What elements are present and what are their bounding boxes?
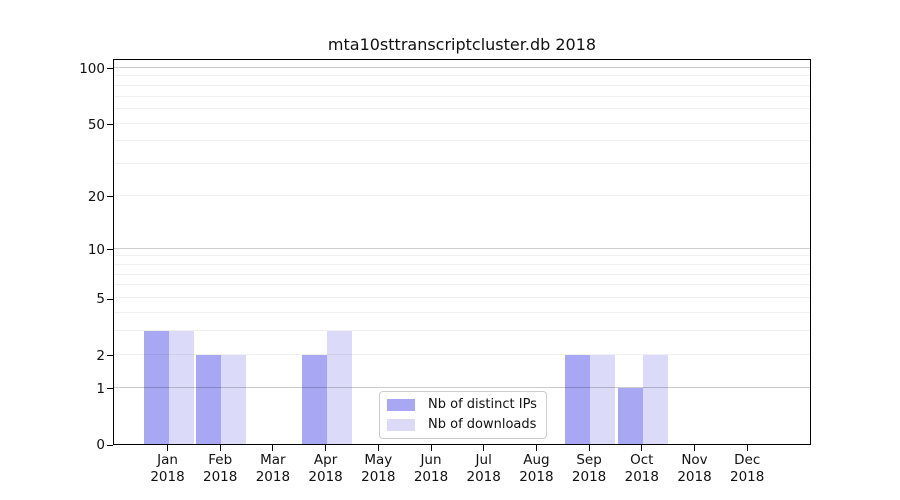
gridline-minor-7 bbox=[114, 273, 810, 275]
gridline-minor-3 bbox=[114, 330, 810, 331]
bar-nb-of-downloads-jan bbox=[168, 331, 194, 444]
gridline-minor-50 bbox=[114, 122, 810, 124]
y-tick-label-50: 50 bbox=[87, 116, 105, 133]
x-tick-label-apr: Apr 2018 bbox=[308, 452, 343, 485]
chart-title: mta10sttranscriptcluster.db 2018 bbox=[327, 35, 597, 54]
gridline-minor-4 bbox=[114, 311, 810, 313]
y-tick-label-100: 100 bbox=[79, 60, 105, 77]
legend-item-nb-of-distinct-ips: Nb of distinct IPs bbox=[387, 397, 537, 413]
x-tick-label-may: May 2018 bbox=[361, 452, 396, 485]
gridline-major-1 bbox=[114, 386, 810, 388]
bar-nb-of-distinct-ips-oct bbox=[617, 387, 643, 444]
gridline-minor-9 bbox=[114, 255, 810, 257]
x-tickmark-aug bbox=[535, 445, 537, 451]
legend-color-swatch-nb-of-distinct-ips bbox=[387, 399, 415, 411]
x-tickmark-mar bbox=[272, 445, 274, 451]
x-tick-label-dec: Dec 2018 bbox=[730, 452, 765, 485]
y-tick-label-1: 1 bbox=[96, 380, 105, 397]
x-tickmark-feb bbox=[219, 445, 221, 451]
x-tick-label-oct: Oct 2018 bbox=[624, 452, 659, 485]
bar-nb-of-downloads-feb bbox=[221, 354, 247, 444]
gridline-minor-60 bbox=[114, 108, 810, 109]
gridline-minor-40 bbox=[114, 140, 810, 142]
legend-item-nb-of-downloads: Nb of downloads bbox=[387, 417, 537, 433]
bar-nb-of-distinct-ips-feb bbox=[196, 354, 222, 444]
x-tickmark-jan bbox=[167, 445, 168, 451]
bar-nb-of-downloads-apr bbox=[326, 331, 352, 444]
bar-nb-of-downloads-oct bbox=[642, 354, 668, 444]
plot-area: Nb of distinct IPs Nb of downloads bbox=[113, 59, 811, 445]
gridline-minor-2 bbox=[114, 353, 810, 355]
bar-nb-of-distinct-ips-apr bbox=[301, 354, 327, 444]
x-tickmark-jul bbox=[483, 445, 485, 451]
legend-label-nb-of-distinct-ips: Nb of distinct IPs bbox=[428, 397, 537, 412]
x-tick-label-mar: Mar 2018 bbox=[255, 452, 291, 485]
y-tick-label-20: 20 bbox=[87, 188, 105, 205]
bar-nb-of-distinct-ips-jan bbox=[143, 331, 169, 444]
gridline-minor-20 bbox=[114, 194, 810, 196]
y-tick-label-10: 10 bbox=[87, 241, 105, 258]
gridline-minor-8 bbox=[114, 263, 810, 265]
gridline-major-10 bbox=[114, 247, 810, 249]
y-tick-label-0: 0 bbox=[96, 437, 105, 453]
x-tickmark-sep bbox=[588, 445, 590, 451]
y-tick-label-2: 2 bbox=[96, 347, 105, 364]
x-tick-label-feb: Feb 2018 bbox=[203, 452, 238, 485]
legend-label-nb-of-downloads: Nb of downloads bbox=[428, 417, 537, 432]
gridline-minor-6 bbox=[114, 284, 810, 286]
x-tick-label-aug: Aug 2018 bbox=[519, 452, 554, 485]
bar-nb-of-downloads-sep bbox=[590, 354, 616, 444]
x-tickmark-nov bbox=[694, 445, 695, 451]
gridline-minor-80 bbox=[114, 84, 810, 86]
x-tickmark-oct bbox=[641, 445, 643, 451]
x-tick-label-sep: Sep 2018 bbox=[571, 452, 607, 485]
x-tickmark-apr bbox=[325, 445, 327, 451]
x-tickmark-dec bbox=[746, 445, 748, 451]
gridline-minor-70 bbox=[114, 95, 810, 97]
x-tickmark-jun bbox=[430, 445, 432, 451]
x-tick-label-nov: Nov 2018 bbox=[677, 452, 712, 485]
gridline-major-100 bbox=[114, 66, 810, 68]
x-tick-label-jul: Jul 2018 bbox=[466, 452, 501, 485]
gridline-minor-90 bbox=[114, 75, 810, 77]
x-tick-label-jun: Jun 2018 bbox=[413, 452, 449, 485]
gridline-minor-30 bbox=[114, 163, 810, 165]
x-tickmark-may bbox=[377, 445, 379, 451]
y-tick-label-5: 5 bbox=[96, 291, 105, 307]
gridline-minor-5 bbox=[114, 297, 810, 298]
legend-color-swatch-nb-of-downloads bbox=[387, 419, 415, 431]
bar-nb-of-distinct-ips-sep bbox=[565, 354, 591, 444]
x-tick-label-jan: Jan 2018 bbox=[150, 452, 185, 485]
legend: Nb of distinct IPs Nb of downloads bbox=[379, 391, 547, 439]
